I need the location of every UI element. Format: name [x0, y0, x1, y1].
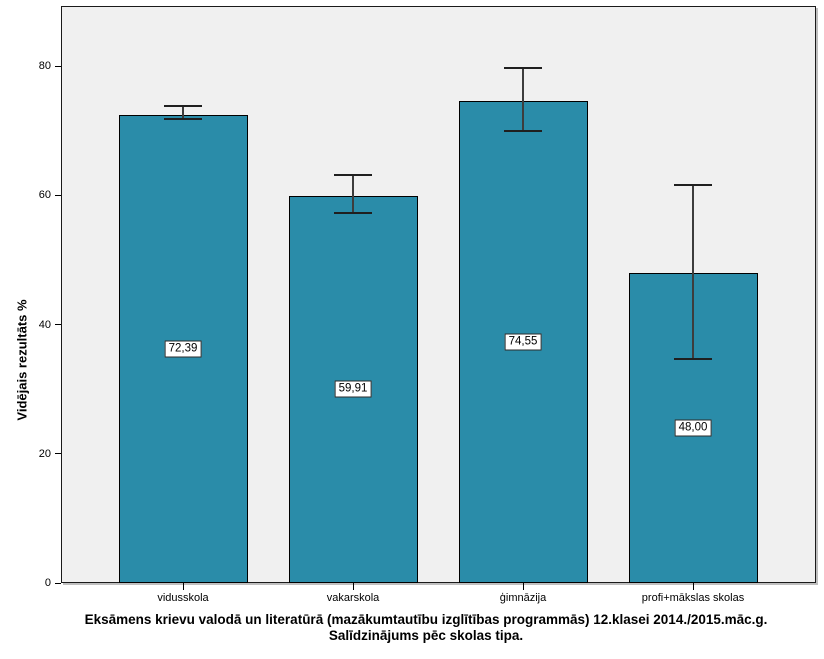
chart-title: Eksāmens krievu valodā un literatūrā (ma…	[84, 612, 768, 627]
x-tick	[352, 583, 354, 590]
x-tick	[522, 583, 524, 590]
y-tick-label: 0	[44, 577, 51, 589]
x-tick-label: profi+mākslas skolas	[641, 592, 745, 604]
y-axis-title: Vidējais rezultāts %	[14, 299, 30, 421]
x-tick	[692, 583, 694, 590]
x-tick-label: vakarskola	[326, 592, 380, 604]
y-tick-label: 20	[38, 447, 51, 460]
x-tick-label: ģimnāzija	[499, 592, 547, 604]
chart-subtitle: Salīdzinājums pēc skolas tipa.	[328, 628, 524, 643]
x-tick	[182, 583, 184, 590]
y-tick-label: 60	[38, 189, 51, 202]
y-tick-label: 80	[38, 60, 51, 73]
x-tick-label: vidusskola	[157, 592, 209, 604]
plot-area	[61, 6, 816, 583]
chart-title-block: Eksāmens krievu valodā un literatūrā (ma…	[28, 612, 824, 644]
